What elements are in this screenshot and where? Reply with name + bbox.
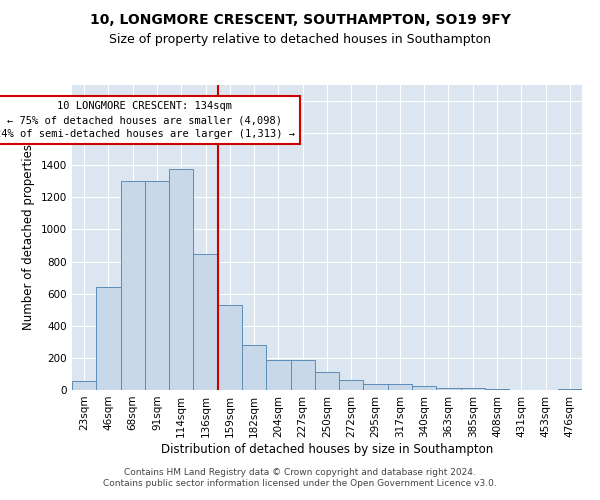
Bar: [72, 381, 96, 390]
Bar: [266, 360, 290, 390]
Text: Size of property relative to detached houses in Southampton: Size of property relative to detached ho…: [109, 32, 491, 46]
Bar: [315, 372, 339, 390]
Bar: [193, 254, 218, 390]
Text: Contains HM Land Registry data © Crown copyright and database right 2024.
Contai: Contains HM Land Registry data © Crown c…: [103, 468, 497, 487]
Bar: [412, 386, 436, 390]
Bar: [364, 384, 388, 390]
Bar: [218, 305, 242, 390]
Bar: [339, 380, 364, 390]
Bar: [388, 384, 412, 390]
Bar: [290, 360, 315, 390]
Bar: [436, 388, 461, 390]
Text: 10 LONGMORE CRESCENT: 134sqm
← 75% of detached houses are smaller (4,098)
24% of: 10 LONGMORE CRESCENT: 134sqm ← 75% of de…: [0, 101, 295, 139]
Bar: [485, 389, 509, 390]
Bar: [121, 180, 145, 390]
Bar: [169, 170, 193, 390]
Bar: [558, 389, 582, 390]
Bar: [242, 345, 266, 390]
Bar: [461, 388, 485, 390]
X-axis label: Distribution of detached houses by size in Southampton: Distribution of detached houses by size …: [161, 442, 493, 456]
Bar: [96, 288, 121, 390]
Bar: [145, 180, 169, 390]
Text: 10, LONGMORE CRESCENT, SOUTHAMPTON, SO19 9FY: 10, LONGMORE CRESCENT, SOUTHAMPTON, SO19…: [89, 12, 511, 26]
Y-axis label: Number of detached properties: Number of detached properties: [22, 144, 35, 330]
